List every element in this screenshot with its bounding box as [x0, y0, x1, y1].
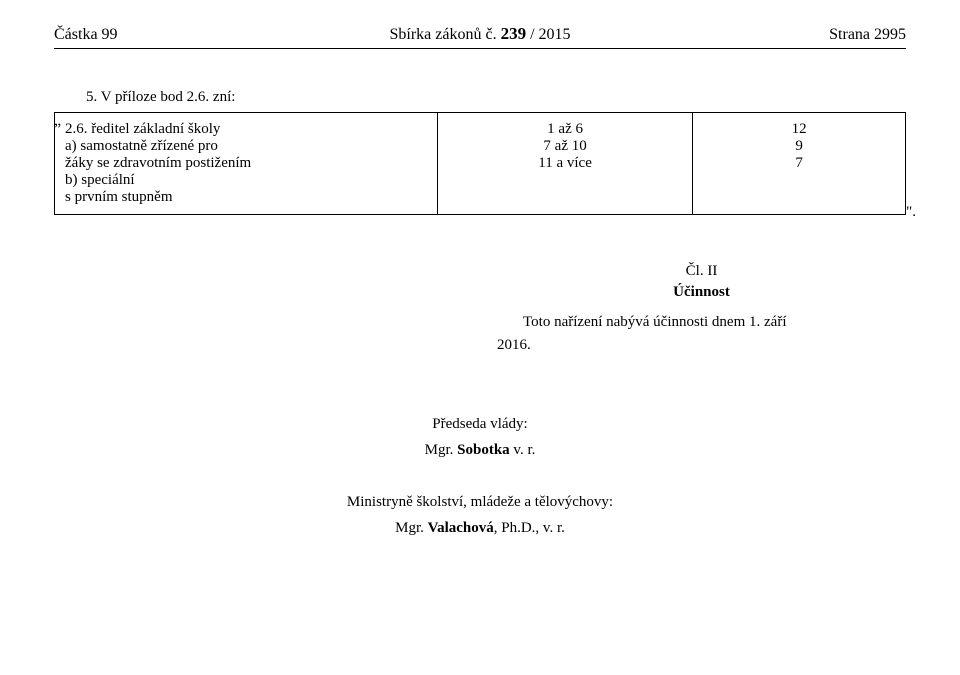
header-center-prefix: Sbírka zákonů č. [389, 26, 500, 43]
value-line-1: 12 [703, 121, 895, 138]
issue-number: 239 [501, 24, 527, 43]
range-line-3: 11 a více [448, 155, 682, 172]
header-center-suffix: / 2015 [526, 26, 570, 43]
sig2-suffix: , Ph.D., v. r. [494, 520, 565, 536]
table-cell-description: 2.6. ředitel základní školy a) samostatn… [55, 113, 438, 215]
table-row: 2.6. ředitel základní školy a) samostatn… [55, 113, 906, 215]
article-title: Účinnost [497, 284, 906, 301]
desc-line-4: b) speciální [65, 172, 427, 189]
article-body-pre: Toto nařízení nabývá účinnosti dnem 1. z… [523, 314, 786, 330]
article-body-year: 2016. [497, 337, 531, 353]
desc-line-1: 2.6. ředitel základní školy [65, 121, 427, 138]
desc-line-3: žáky se zdravotním postižením [65, 155, 427, 172]
signature-name-2: Mgr. Valachová, Ph.D., v. r. [54, 516, 906, 540]
amendment-table: 2.6. ředitel základní školy a) samostatn… [54, 112, 906, 215]
sig2-prefix: Mgr. [395, 520, 428, 536]
page-header: Částka 99 Sbírka zákonů č. 239 / 2015 St… [54, 24, 906, 49]
sig2-bold: Valachová [428, 520, 494, 536]
article-number: Čl. II [497, 263, 906, 280]
intro-line: 5. V příloze bod 2.6. zní: [86, 89, 906, 106]
signature-name-1: Mgr. Sobotka v. r. [54, 438, 906, 462]
table-cell-value: 12 9 7 [693, 113, 906, 215]
header-left: Částka 99 [54, 26, 291, 44]
header-center: Sbírka zákonů č. 239 / 2015 [291, 24, 670, 44]
value-line-2: 9 [703, 138, 895, 155]
sig1-prefix: Mgr. [425, 442, 458, 458]
table-cell-range: 1 až 6 7 až 10 11 a více [437, 113, 692, 215]
range-line-2: 7 až 10 [448, 138, 682, 155]
article-body: Toto nařízení nabývá účinnosti dnem 1. z… [497, 311, 906, 356]
range-line-1: 1 až 6 [448, 121, 682, 138]
signature-role-2: Ministryně školství, mládeže a tělovýcho… [54, 490, 906, 514]
table-wrapper: 2.6. ředitel základní školy a) samostatn… [54, 112, 906, 215]
signatures-block: Předseda vlády: Mgr. Sobotka v. r. Minis… [54, 412, 906, 540]
article-section: Čl. II Účinnost Toto nařízení nabývá úči… [497, 263, 906, 356]
header-right: Strana 2995 [669, 26, 906, 44]
desc-line-5: s prvním stupněm [65, 189, 427, 206]
signature-role-1: Předseda vlády: [54, 412, 906, 436]
sig1-bold: Sobotka [457, 442, 510, 458]
value-line-3: 7 [703, 155, 895, 172]
desc-line-2: a) samostatně zřízené pro [65, 138, 427, 155]
sig1-suffix: v. r. [510, 442, 536, 458]
close-quote: ". [906, 204, 916, 221]
